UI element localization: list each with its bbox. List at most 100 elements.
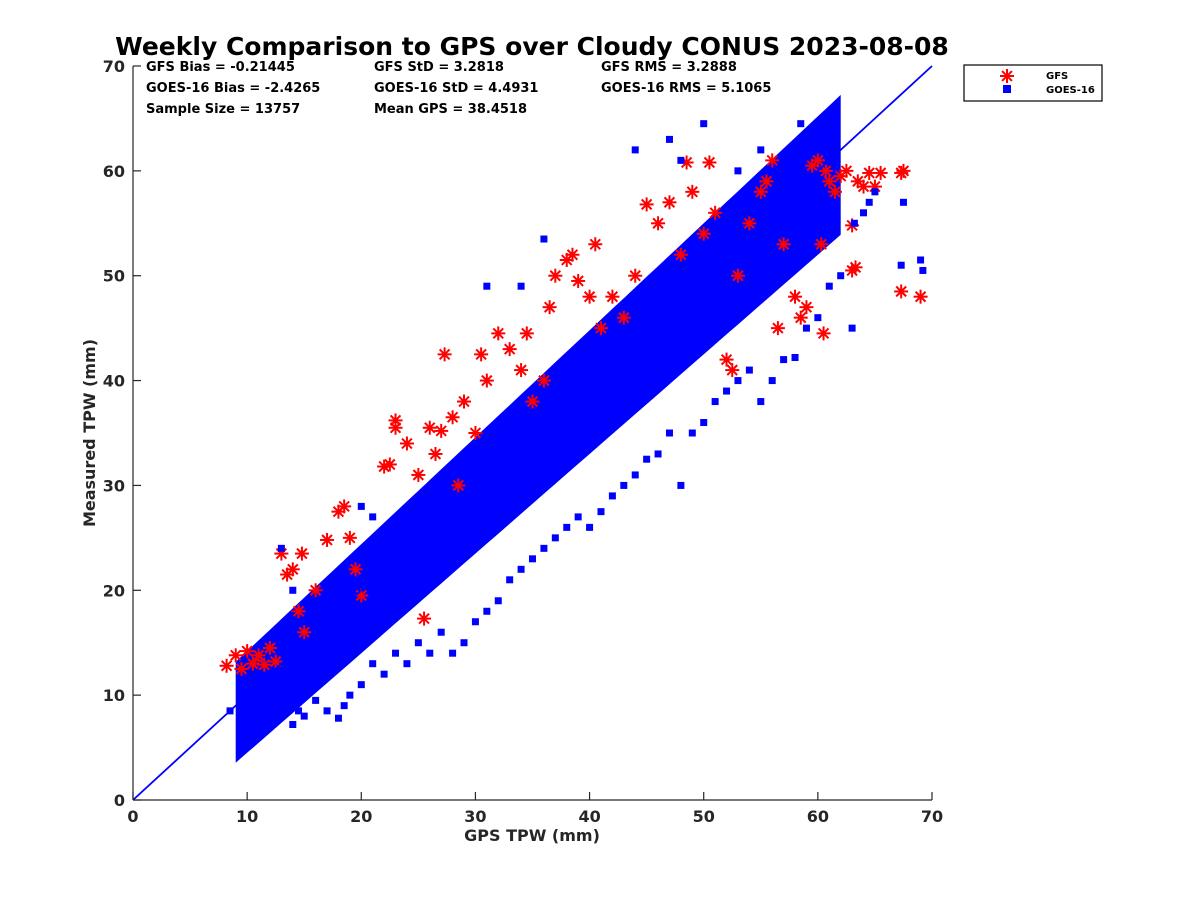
goes16-point [483, 607, 491, 615]
gfs-point [702, 155, 717, 170]
gfs-point [848, 260, 863, 275]
gfs-point [639, 197, 654, 212]
goes16-point [608, 492, 616, 500]
goes16-point [643, 455, 651, 463]
gfs-point [294, 546, 309, 561]
gfs-point [696, 226, 711, 241]
goes16-point [700, 120, 708, 128]
goes16-point [919, 266, 927, 274]
goes16-point [665, 135, 673, 143]
x-tick-label: 10 [236, 807, 258, 826]
goes16-point [300, 670, 308, 678]
stat-sample-size: Sample Size = 13757 [146, 102, 300, 117]
goes16-point [392, 649, 400, 657]
gfs-point [788, 289, 803, 304]
goes16-point [734, 377, 742, 385]
goes16-point [871, 188, 879, 196]
gfs-point [445, 410, 460, 425]
stat-goes-rms: GOES-16 RMS = 5.1065 [601, 81, 771, 96]
gfs-point [542, 300, 557, 315]
gfs-point [257, 657, 272, 672]
chart-title: Weekly Comparison to GPS over Cloudy CON… [115, 32, 949, 61]
gfs-point [862, 165, 877, 180]
goes16-point [277, 544, 285, 552]
goes16-point [517, 282, 525, 290]
goes16-point [757, 398, 765, 406]
gfs-point [662, 195, 677, 210]
goes16-point [414, 639, 422, 647]
y-tick-label: 30 [103, 476, 125, 495]
legend-goes-marker [1003, 85, 1011, 93]
gfs-point [799, 300, 814, 315]
gfs-point [818, 163, 833, 178]
goes16-point [426, 649, 434, 657]
ticks: 0 10 20 30 40 50 60 70 0 10 20 30 40 50 60 70 [103, 57, 943, 826]
goes16-point [277, 712, 285, 720]
goes16-point [369, 660, 377, 668]
y-tick-label: 60 [103, 162, 125, 181]
gfs-point [382, 457, 397, 472]
y-tick-label: 10 [103, 686, 125, 705]
gfs-point [719, 352, 734, 367]
gfs-point [588, 237, 603, 252]
gfs-point [291, 604, 306, 619]
goes16-point [780, 356, 788, 364]
goes16-point [340, 702, 348, 710]
goes16-point [260, 691, 268, 699]
goes16-point [899, 198, 907, 206]
goes16-point [494, 597, 502, 605]
y-tick-label: 40 [103, 372, 125, 391]
gfs-point [297, 625, 312, 640]
goes16-point [574, 513, 582, 521]
gfs-point [388, 420, 403, 435]
goes16-point [597, 508, 605, 516]
gfs-point [285, 562, 300, 577]
goes16-point [745, 366, 753, 374]
stat-mean-gps: Mean GPS = 38.4518 [374, 102, 527, 117]
goes16-point [551, 534, 559, 542]
goes16-point [517, 565, 525, 573]
data-points [219, 120, 928, 729]
gfs-point [437, 347, 452, 362]
gfs-point [814, 237, 829, 252]
stat-gfs-std: GFS StD = 3.2818 [374, 60, 504, 75]
goes16-point [283, 696, 291, 704]
y-tick-label: 20 [103, 581, 125, 600]
gfs-point [822, 174, 837, 189]
legend-gfs-label: GFS [1046, 71, 1068, 82]
gfs-point [582, 289, 597, 304]
gfs-point [251, 648, 266, 663]
goes16-point [380, 670, 388, 678]
gfs-point [240, 644, 255, 659]
gfs-point [776, 237, 791, 252]
gfs-point [411, 467, 426, 482]
axes [132, 66, 932, 801]
goes16-point [768, 377, 776, 385]
y-tick-label: 50 [103, 267, 125, 286]
goes16-point [631, 146, 639, 154]
gfs-point [228, 648, 243, 663]
x-axis-label: GPS TPW (mm) [464, 826, 600, 845]
gfs-point [605, 289, 620, 304]
goes16-point [540, 235, 548, 243]
legend: GFS GOES-16 [963, 64, 1103, 102]
goes16-point [865, 198, 873, 206]
y-axis-label: Measured TPW (mm) [80, 339, 99, 527]
x-tick-label: 40 [578, 807, 600, 826]
gfs-point [337, 499, 352, 514]
x-tick-label: 0 [127, 807, 138, 826]
goes16-point [312, 696, 320, 704]
gfs-point [708, 205, 723, 220]
goes16-point [802, 324, 810, 332]
gfs-point [742, 216, 757, 231]
goes16-point [449, 649, 457, 657]
gfs-point [770, 321, 785, 336]
gfs-point [628, 268, 643, 283]
gfs-point [548, 268, 563, 283]
gfs-point [457, 394, 472, 409]
goes16-point [654, 450, 662, 458]
stat-gfs-bias: GFS Bias = -0.21445 [146, 60, 295, 75]
gfs-point [491, 326, 506, 341]
legend-asterisk [1000, 69, 1014, 83]
gfs-point [565, 247, 580, 262]
